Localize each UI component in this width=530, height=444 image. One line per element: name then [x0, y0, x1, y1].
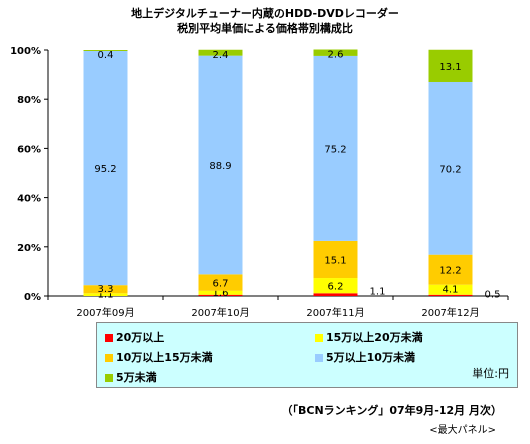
bar-segment [198, 49, 243, 56]
data-label: 2.4 [213, 50, 229, 61]
bar-segment [83, 285, 128, 294]
legend-item-5-10man: 5万以上10万未満 [315, 349, 415, 365]
y-tick-label: 60% [17, 144, 41, 155]
y-tick-label: 40% [17, 194, 41, 205]
bar-segment [428, 254, 473, 285]
chart-title: 地上デジタルチューナー内蔵のHDD-DVDレコーダー 税別平均単価による価格帯別… [0, 6, 530, 36]
y-tick-label: 100% [10, 46, 41, 57]
legend-label: 15万以上20万未満 [326, 331, 423, 344]
data-label: 0.4 [98, 50, 114, 61]
legend-label: 5万未満 [116, 371, 157, 384]
bar-segment [313, 278, 358, 294]
title-line-1: 地上デジタルチューナー内蔵のHDD-DVDレコーダー [131, 7, 399, 20]
data-label: 1.6 [213, 288, 229, 299]
legend-label: 20万以上 [116, 331, 165, 344]
data-label: 95.2 [94, 164, 116, 175]
bar-segment [313, 293, 358, 296]
bar-segment [428, 81, 473, 255]
data-label: 12.2 [439, 266, 461, 277]
y-tick-label: 20% [17, 243, 41, 254]
x-tick-label: 2007年09月 [76, 306, 134, 319]
bar-segment [83, 293, 128, 296]
panel-note: <最大パネル> [429, 425, 496, 436]
data-label: 1.1 [370, 287, 386, 298]
x-tick-label: 2007年12月 [421, 306, 479, 319]
legend-swatch [105, 354, 113, 362]
data-label: 1.1 [98, 290, 114, 301]
legend-item-10-15man: 10万以上15万未満 [105, 349, 213, 365]
data-label: 88.9 [209, 161, 231, 172]
bar-segment [313, 55, 358, 241]
legend: 20万以上 15万以上20万未満 10万以上15万未満 5万以上10万未満 5万… [96, 322, 518, 388]
legend-swatch [315, 334, 323, 342]
y-tick-label: 80% [17, 95, 41, 106]
bar-segment [428, 294, 473, 296]
data-label: 70.2 [439, 164, 461, 175]
bar-segment [313, 240, 358, 279]
bar-segment [198, 274, 243, 291]
data-label: 6.2 [328, 282, 344, 293]
source-note: （「BCNランキング」07年9月-12月 月次） [281, 404, 503, 417]
bar-segment [428, 49, 473, 82]
legend-label: 10万以上15万未満 [116, 351, 213, 364]
legend-item-5man-miman: 5万未満 [105, 369, 157, 385]
data-label: 3.3 [98, 284, 114, 295]
legend-swatch [105, 334, 113, 342]
bar-segment [313, 49, 358, 56]
data-label: 75.2 [324, 144, 346, 155]
bar-segment [428, 284, 473, 295]
unit-label: 単位:円 [472, 367, 509, 380]
bar-segment [83, 50, 128, 51]
data-label: 4.1 [443, 285, 459, 296]
y-tick-label: 0% [24, 292, 41, 303]
data-label: 0.5 [485, 289, 501, 300]
data-label: 6.7 [213, 279, 229, 290]
legend-swatch [105, 374, 113, 382]
x-tick-label: 2007年11月 [306, 306, 364, 319]
legend-swatch [315, 354, 323, 362]
legend-label: 5万以上10万未満 [326, 351, 415, 364]
bar-segment [198, 55, 243, 275]
legend-item-20man-ijou: 20万以上 [105, 329, 164, 345]
data-label: 2.6 [328, 50, 344, 61]
legend-item-15-20man: 15万以上20万未満 [315, 329, 423, 345]
bar-segment [83, 50, 128, 286]
bar-segment [198, 290, 243, 295]
data-label: 13.1 [439, 62, 461, 73]
stacked-bar-chart: 0%20%40%60%80%100%1.13.395.20.42007年09月1… [10, 46, 509, 319]
data-label: 15.1 [324, 255, 346, 266]
x-tick-label: 2007年10月 [191, 306, 249, 319]
bar-segment [198, 294, 243, 296]
title-line-2: 税別平均単価による価格帯別構成比 [177, 22, 353, 35]
